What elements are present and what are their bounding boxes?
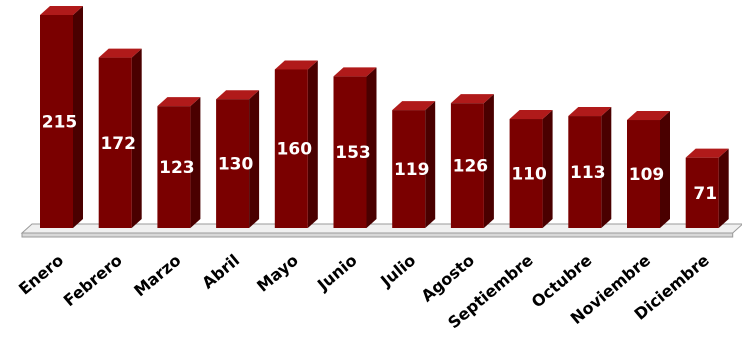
bar-front <box>685 157 719 228</box>
value-label: 123 <box>159 158 195 178</box>
bar-front <box>216 99 250 228</box>
bar-top <box>685 148 729 158</box>
bar-side <box>483 94 494 229</box>
bar-front <box>568 116 602 228</box>
value-label: 153 <box>335 143 371 163</box>
bar <box>450 94 494 229</box>
bar <box>568 107 612 228</box>
bar <box>157 97 201 228</box>
bar-top <box>627 111 670 121</box>
bar <box>685 148 729 228</box>
bar-front <box>98 57 132 228</box>
bar <box>627 111 670 228</box>
bar-side <box>190 97 201 228</box>
value-labels-group: 215 172 123 130 160 153 119 126 110 113 109 71 <box>42 113 717 204</box>
chart-floor <box>20 223 742 238</box>
bar-top <box>509 110 553 120</box>
bar-side <box>307 60 318 228</box>
category-label: Julio <box>376 251 419 291</box>
bar-side <box>366 67 377 229</box>
bar-top <box>40 6 83 15</box>
value-label: 110 <box>511 165 547 185</box>
category-label: Abril <box>198 251 243 293</box>
bar-side <box>660 111 670 228</box>
bar-side <box>425 101 436 228</box>
bar-top <box>216 90 260 100</box>
bar <box>98 48 142 228</box>
category-label: Febrero <box>60 251 126 311</box>
bar-front <box>274 69 308 228</box>
value-label: 126 <box>453 157 489 177</box>
bar-side <box>601 107 612 228</box>
bar <box>216 90 260 228</box>
bars-group <box>40 6 729 229</box>
bar-side <box>542 110 553 228</box>
value-label: 172 <box>100 134 136 154</box>
category-label: Enero <box>15 251 67 299</box>
value-label: 160 <box>277 140 313 160</box>
value-label: 109 <box>629 165 665 185</box>
bar-front <box>450 103 484 228</box>
bar-top <box>568 107 612 117</box>
bar-top <box>450 94 494 104</box>
bar-top <box>157 97 201 107</box>
bar-top <box>392 101 436 111</box>
bar-top <box>333 67 377 77</box>
bar-front <box>333 76 367 229</box>
category-label: Marzo <box>130 251 184 301</box>
bar <box>274 60 318 228</box>
bar-front <box>157 106 191 228</box>
bar-side <box>131 48 142 228</box>
category-label: Junio <box>313 251 361 295</box>
bar-side <box>73 6 83 228</box>
bar-side <box>718 148 729 228</box>
value-label: 119 <box>394 160 430 180</box>
bar-top <box>98 48 142 58</box>
bar <box>333 67 377 229</box>
bar-top <box>274 60 318 70</box>
bar-side <box>249 90 260 228</box>
bar <box>40 6 83 228</box>
bar <box>509 110 553 228</box>
bar-front <box>40 15 73 228</box>
value-label: 130 <box>218 155 254 175</box>
bar <box>392 101 436 228</box>
bar-front <box>627 120 660 228</box>
value-label: 215 <box>42 113 78 133</box>
floor-front <box>21 232 734 238</box>
value-label: 71 <box>693 184 717 204</box>
bar-front <box>509 119 543 228</box>
bar-front <box>392 110 426 228</box>
category-label: Mayo <box>253 251 302 296</box>
value-label: 113 <box>570 163 606 183</box>
